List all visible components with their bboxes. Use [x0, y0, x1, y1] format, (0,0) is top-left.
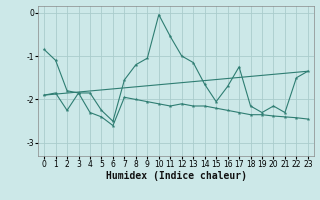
X-axis label: Humidex (Indice chaleur): Humidex (Indice chaleur): [106, 171, 246, 181]
